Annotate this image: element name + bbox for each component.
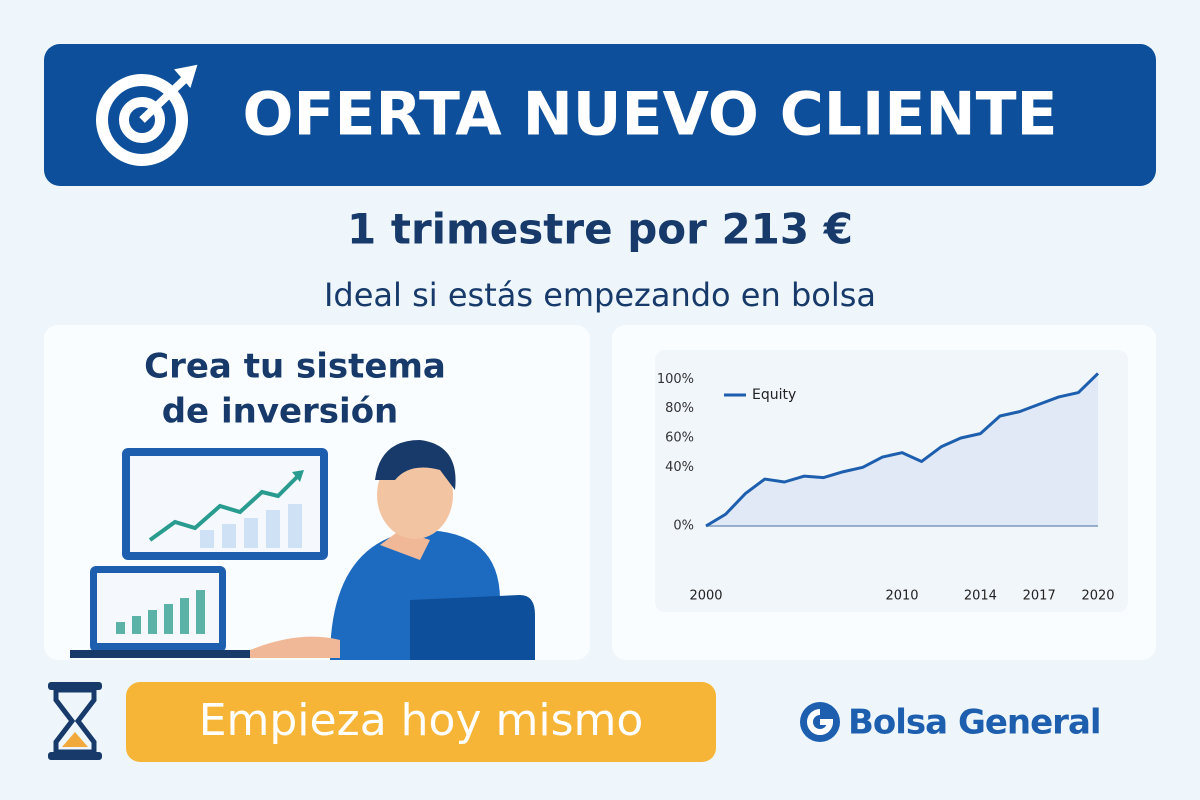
- y-tick-label: 80%: [665, 401, 694, 416]
- offer-headline: 1 trimestre por 213 €: [347, 205, 853, 254]
- panel-title: de inversión: [162, 392, 399, 432]
- illustration: [70, 440, 535, 660]
- chart: 0% 40% 60% 80% 100% 2000 2010 2014 2017 2020 Equit…: [657, 372, 1115, 604]
- hourglass-icon: [48, 682, 102, 760]
- brand-logo: [800, 702, 840, 742]
- x-tick-label: 2020: [1081, 589, 1114, 604]
- x-tick-label: 2017: [1023, 589, 1056, 604]
- cta-button[interactable]: [126, 682, 716, 762]
- y-tick-label: 60%: [665, 431, 694, 446]
- y-tick-label: 0%: [673, 519, 694, 534]
- panel-title: Crea tu sistema: [144, 347, 446, 387]
- header-title: OFERTA NUEVO CLIENTE: [243, 80, 1058, 150]
- cta-label[interactable]: Empieza hoy mismo: [199, 695, 644, 746]
- y-tick-label: 100%: [657, 372, 694, 387]
- x-tick-label: 2010: [885, 589, 918, 604]
- line: [705, 372, 1100, 528]
- x-tick-label: 2014: [964, 589, 997, 604]
- target-icon: [96, 64, 198, 166]
- brand-name: Bolsa General: [848, 703, 1101, 743]
- chart-card: [655, 350, 1128, 612]
- x-tick-label: 2000: [689, 589, 722, 604]
- legend-label: Equity: [752, 387, 796, 403]
- y-tick-label: 40%: [665, 460, 694, 475]
- header-box: [44, 44, 1156, 186]
- area: [706, 373, 1098, 526]
- offer-subtitle: Ideal si estás empezando en bolsa: [324, 276, 876, 314]
